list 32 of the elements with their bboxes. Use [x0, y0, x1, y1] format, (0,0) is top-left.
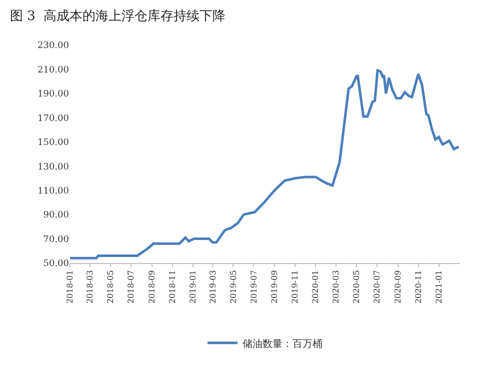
x-tick-label: 2019-07 — [249, 270, 258, 304]
x-tick-label: 2020-07 — [372, 270, 382, 304]
x-tick-label: 2020-01 — [311, 270, 320, 304]
x-tick-label: 2020-03 — [331, 270, 340, 304]
x-tick-label: 2018-05 — [106, 270, 115, 304]
y-tick-label: 230.00 — [38, 41, 70, 52]
x-tick-label: 2021-01 — [434, 270, 444, 304]
y-tick-label: 110.00 — [38, 186, 70, 196]
x-tick-label: 2019-09 — [270, 270, 280, 304]
x-tick-label: 2019-05 — [228, 270, 238, 304]
x-tick-label: 2019-01 — [188, 270, 198, 304]
x-tick-label: 2018-09 — [147, 270, 156, 304]
legend-label: 储油数量：百万桶 — [242, 338, 322, 350]
y-tick-label: 70.00 — [43, 234, 70, 245]
x-tick-label: 2018-03 — [85, 270, 94, 304]
x-tick-label: 2018-01 — [66, 270, 75, 304]
x-tick-label: 2020-11 — [414, 270, 423, 304]
y-tick-label: 50.00 — [43, 259, 70, 270]
y-tick-label: 90.00 — [43, 210, 70, 221]
y-tick-label: 130.00 — [38, 162, 70, 172]
y-tick-label: 190.00 — [38, 90, 70, 100]
y-tick-label: 150.00 — [38, 138, 70, 148]
x-tick-label: 2020-09 — [393, 270, 402, 304]
x-tick-label: 2019-11 — [290, 270, 300, 304]
x-tick-label: 2018-07 — [126, 270, 136, 304]
chart-title: 图 3 高成本的海上浮仓库存持续下降 — [10, 8, 226, 24]
line-series — [70, 69, 460, 260]
y-tick-label: 210.00 — [38, 65, 70, 76]
x-tick-label: 2019-03 — [208, 270, 218, 304]
y-tick-label: 170.00 — [38, 114, 70, 124]
x-tick-label: 2018-11 — [168, 270, 177, 304]
x-tick-label: 2020-05 — [352, 270, 361, 304]
